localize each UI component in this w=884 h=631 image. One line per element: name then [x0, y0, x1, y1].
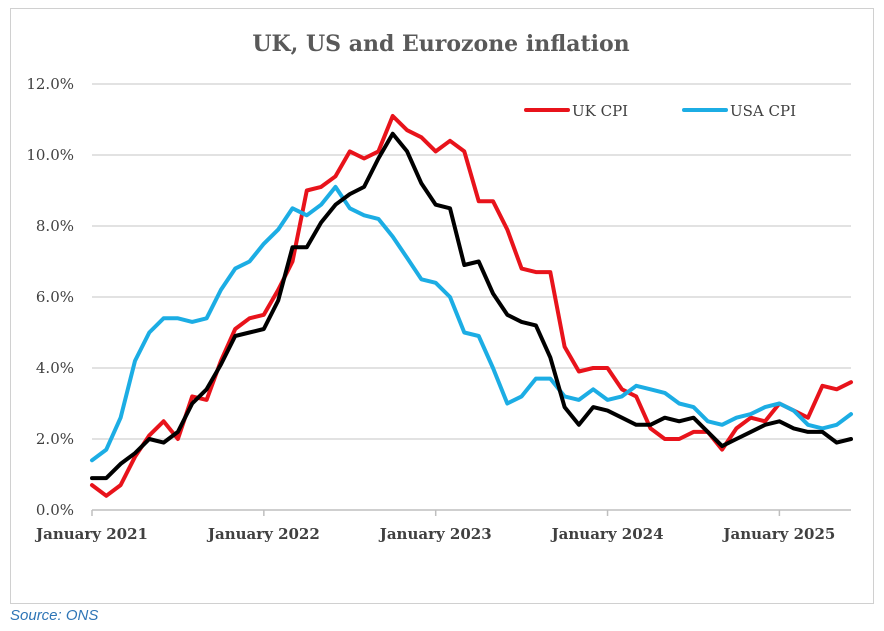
- series-line-usa-cpi: [90, 184, 853, 463]
- source-note: Source: ONS: [10, 607, 99, 624]
- y-tick-label: 0.0%: [36, 501, 74, 519]
- x-axis: January 2021 January 2022 January 2023 Janu…: [34, 509, 851, 543]
- series-lines: [90, 114, 853, 498]
- x-tick-label: January 2024: [550, 525, 664, 543]
- x-tick-label: January 2025: [721, 525, 835, 543]
- y-axis-ticks: 0.0% 2.0% 4.0% 6.0% 8.0% 10.0% 12.0%: [26, 75, 74, 519]
- x-tick-label: January 2023: [378, 525, 492, 543]
- y-tick-label: 12.0%: [26, 75, 74, 93]
- chart-title: UK, US and Eurozone inflation: [252, 31, 629, 57]
- y-tick-label: 4.0%: [36, 359, 74, 377]
- y-tick-label: 6.0%: [36, 288, 74, 306]
- chart-frame: [10, 8, 874, 604]
- x-tick-label: January 2021: [34, 525, 148, 543]
- line-chart: UK, US and Eurozone inflation 0.0% 2.0% 4.…: [26, 31, 853, 543]
- y-tick-label: 8.0%: [36, 217, 74, 235]
- y-tick-label: 2.0%: [36, 430, 74, 448]
- legend: UK CPI USA CPI: [524, 102, 796, 120]
- y-tick-label: 10.0%: [26, 146, 74, 164]
- x-tick-label: January 2022: [206, 525, 320, 543]
- series-line-3: [90, 131, 853, 481]
- legend-label-uk-cpi: UK CPI: [572, 102, 628, 120]
- legend-label-usa-cpi: USA CPI: [730, 102, 796, 120]
